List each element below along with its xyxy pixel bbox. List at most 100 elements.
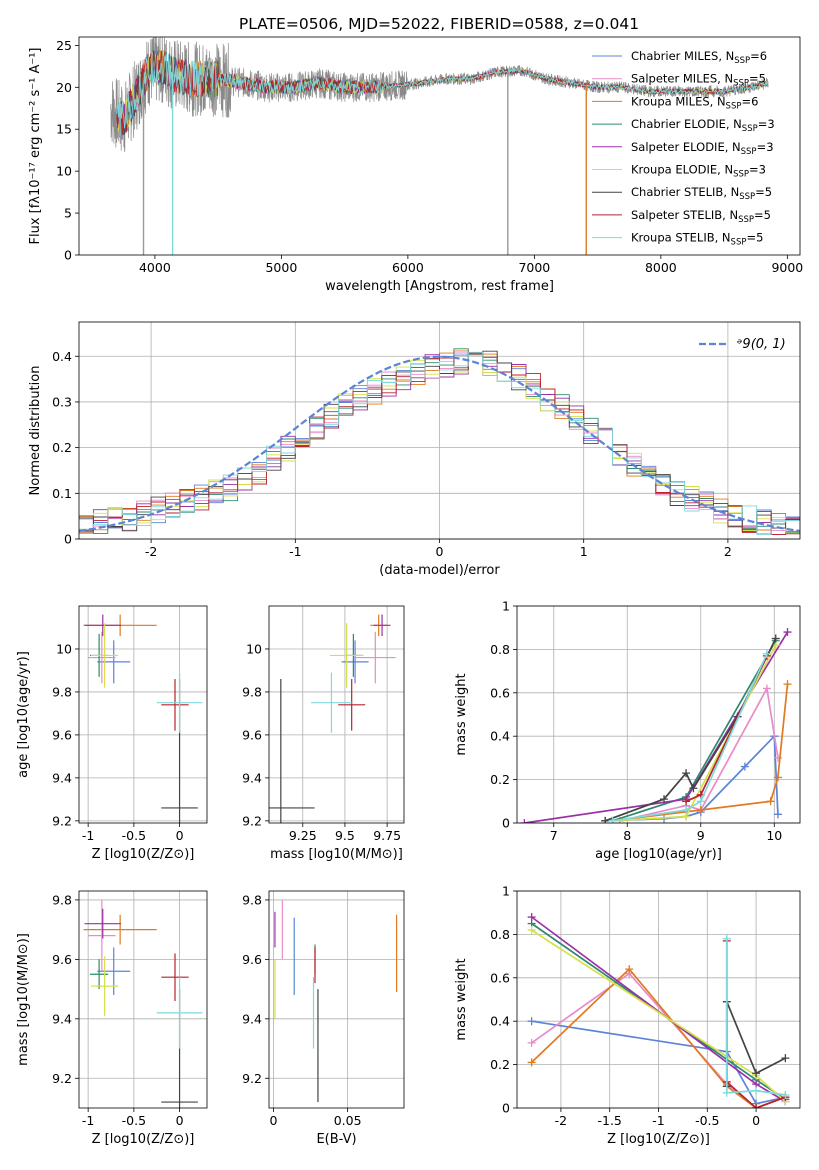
legend-label: ᵊ9(0, 1) xyxy=(737,337,786,352)
y-tick-label: 25 xyxy=(56,38,72,53)
y-axis-label: Normed distribution xyxy=(28,366,43,496)
x-tick-label: -1 xyxy=(289,544,301,559)
legend-label-main: Kroupa STELIB, N xyxy=(631,231,731,245)
series-marker xyxy=(781,1054,790,1063)
legend-label-sub: SSP xyxy=(733,170,749,180)
x-tick-label: 7000 xyxy=(518,260,550,275)
series-marker xyxy=(689,784,698,793)
series-marker xyxy=(771,634,780,643)
series-marker xyxy=(527,1038,536,1047)
y-tick-label: 0.4 xyxy=(52,349,72,364)
series-marker xyxy=(625,965,634,974)
x-tick-label: 0.05 xyxy=(334,1113,362,1128)
y-axis-label: mass [log10(M/M⊙)] xyxy=(16,933,31,1066)
legend-label-main: Kroupa MILES, N xyxy=(631,94,726,108)
y-tick-label: 0 xyxy=(64,532,72,547)
x-tick-label: 0 xyxy=(436,544,444,559)
series-marker xyxy=(682,797,691,806)
series-marker xyxy=(752,1069,761,1078)
y-tick-label: 20 xyxy=(56,80,72,95)
y-tick-label: 0.6 xyxy=(490,970,510,985)
legend-label-sub: SSP xyxy=(738,215,754,225)
y-tick-label: 0 xyxy=(502,1101,510,1116)
series-line xyxy=(612,644,777,822)
gaussian-line xyxy=(79,355,800,533)
y-tick-label: 0 xyxy=(64,248,72,263)
series-marker xyxy=(740,762,749,771)
histogram-step-line xyxy=(79,352,800,535)
series-marker xyxy=(773,810,782,819)
x-tick-label: 0 xyxy=(752,1113,760,1128)
panel-age-vs-Z: -1 -0.5 0 9.2 9.4 9.6 9.8 10 Z [log10(Z/Z⊙)] age … xyxy=(16,605,208,862)
legend-label: Kroupa ELODIE, NSSP=3 xyxy=(631,163,766,180)
series-marker xyxy=(762,649,771,658)
spectrum-model-line xyxy=(116,50,769,135)
x-tick-label: 9000 xyxy=(771,260,803,275)
x-axis-label: Z [log10(Z/Z⊙)] xyxy=(607,1132,710,1147)
y-tick-label: 0.2 xyxy=(490,1057,510,1072)
panel-spectrum: 4000 5000 6000 7000 8000 9000 0 5 10 15 20 25 wavele… xyxy=(28,36,803,294)
y-tick-label: 9.4 xyxy=(52,1011,72,1026)
y-tick-label: 0.8 xyxy=(490,642,510,657)
x-tick-label: -0.5 xyxy=(122,1113,146,1128)
x-axis-label: E(B-V) xyxy=(316,1132,356,1147)
x-tick-label: -0.5 xyxy=(122,828,146,843)
panel-mass-vs-EBV: 0 0.05 9.2 9.4 9.6 9.8 E(B-V) xyxy=(242,890,405,1147)
y-tick-label: 0.4 xyxy=(490,729,510,744)
legend-label-value: =5 xyxy=(755,185,772,199)
series-marker xyxy=(682,769,691,778)
y-axis-label: mass weight xyxy=(454,673,469,755)
x-tick-label: 0 xyxy=(176,828,184,843)
plot-area-residuals xyxy=(79,348,800,535)
y-tick-label: 9.2 xyxy=(242,1071,262,1086)
legend-label: Chabrier ELODIE, NSSP=3 xyxy=(631,117,775,134)
legend-label-main: Kroupa ELODIE, N xyxy=(631,163,733,177)
legend-label-main: Chabrier STELIB, N xyxy=(631,185,739,199)
legend-label-sub: SSP xyxy=(739,192,755,202)
legend-label-value: =3 xyxy=(749,163,766,177)
axes-frame xyxy=(268,890,405,1109)
x-tick-label: 9.25 xyxy=(289,828,317,843)
series-marker xyxy=(682,805,691,814)
series-line xyxy=(612,640,777,822)
x-tick-label: -2 xyxy=(145,544,157,559)
legend-label-sub: SSP xyxy=(731,238,747,248)
y-tick-label: 9.8 xyxy=(242,892,262,907)
series-marker xyxy=(773,773,782,782)
y-tick-label: 10 xyxy=(56,641,72,656)
legend-label-value: =5 xyxy=(746,231,763,245)
series-marker xyxy=(608,816,617,823)
series-marker xyxy=(766,797,775,806)
axes-frame xyxy=(516,605,801,824)
y-tick-label: 1 xyxy=(502,884,510,899)
x-tick-label: 2 xyxy=(724,544,732,559)
plot-area-weight-vs-Z xyxy=(527,913,790,1108)
series-marker xyxy=(783,628,792,637)
legend-label-main: Salpeter STELIB, N xyxy=(631,208,738,222)
y-tick-label: 1 xyxy=(502,599,510,614)
axes-frame xyxy=(78,36,801,256)
legend-label-main: Chabrier ELODIE, N xyxy=(631,117,742,131)
y-axis-label: mass weight xyxy=(454,958,469,1040)
legend-label-value: =3 xyxy=(758,117,775,131)
series-marker xyxy=(527,1017,536,1026)
y-tick-label: 5 xyxy=(64,206,72,221)
plot-area-mass-vs-EBV xyxy=(274,899,398,1103)
x-tick-label: -1 xyxy=(82,828,94,843)
y-tick-label: 9.2 xyxy=(242,813,262,828)
legend-label-sub: SSP xyxy=(733,79,749,89)
x-tick-label: 0 xyxy=(269,1113,277,1128)
y-tick-label: 9.6 xyxy=(52,952,72,967)
legend-label: Salpeter MILES, NSSP=5 xyxy=(631,72,766,89)
x-tick-label: 7 xyxy=(550,828,558,843)
y-tick-label: 0.3 xyxy=(52,394,72,409)
y-tick-label: 9.6 xyxy=(52,727,72,742)
x-axis-label: Z [log10(Z/Z⊙)] xyxy=(92,847,195,862)
legend-label: Kroupa MILES, NSSP=6 xyxy=(631,94,758,111)
series-line xyxy=(612,684,789,822)
y-tick-label: 9.8 xyxy=(242,684,262,699)
series-line xyxy=(531,1020,786,1105)
y-tick-label: 9.2 xyxy=(52,1071,72,1086)
series-marker xyxy=(783,680,792,689)
